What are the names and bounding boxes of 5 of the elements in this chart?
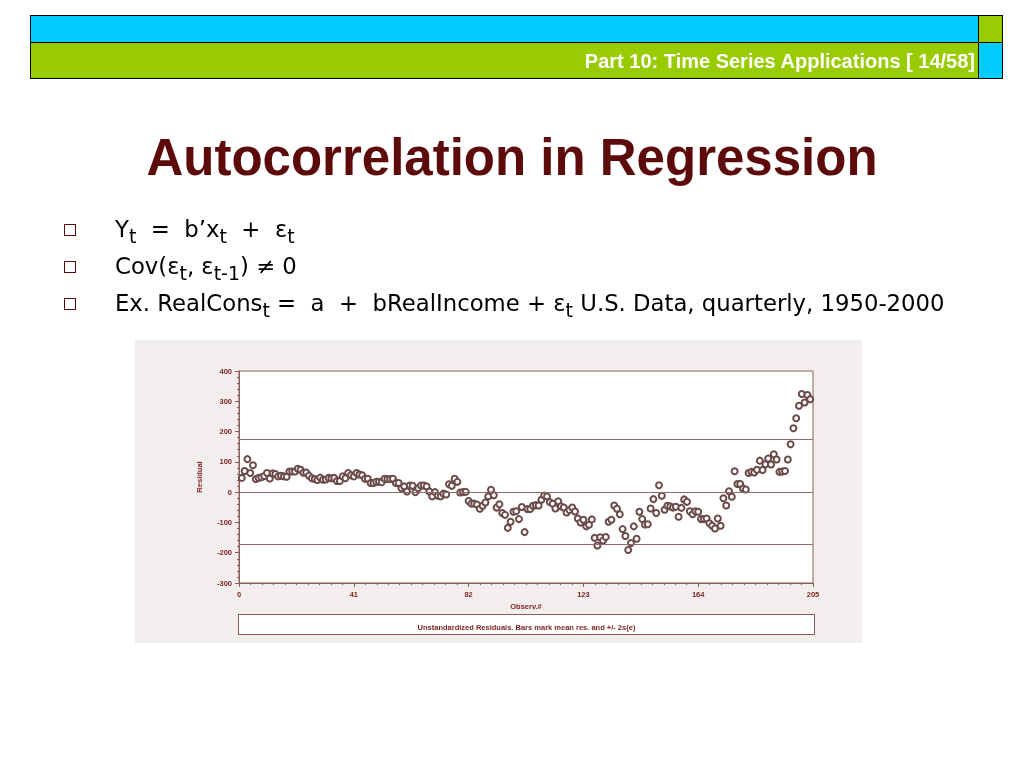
chart-subtitle: Part 10: Time Series Applications [ 14/58] <box>584 49 975 73</box>
text: Ex. RealCons$_{t}$ = a + bRealIncome + ε$_{t}$ U.S. Data, quarterly, 1950-2000 <box>115 289 945 321</box>
chart-title: Autocorrelation in Regression <box>145 128 879 188</box>
text: Y$_{t}$ = b’x$_{t}$ + ε$_{t}$ <box>115 215 295 247</box>
text: Cov(ε$_{t}$, ε$_{t-1}$) ≠ 0 <box>115 252 297 284</box>
